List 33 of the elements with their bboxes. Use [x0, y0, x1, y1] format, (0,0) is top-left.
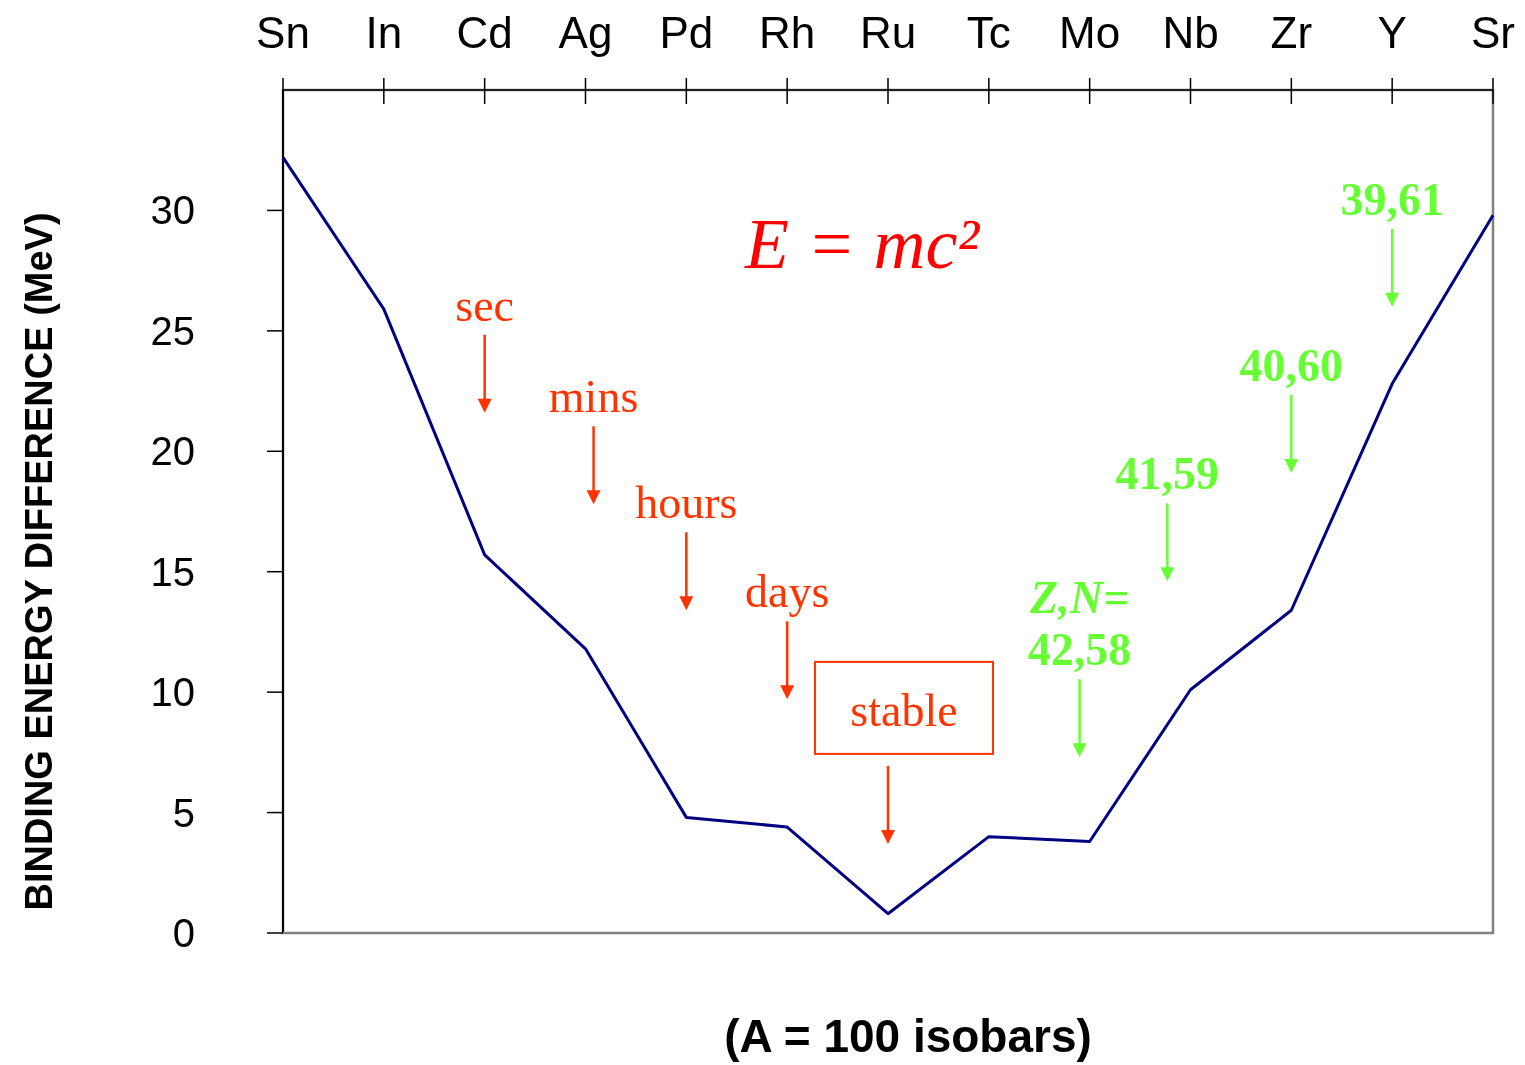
x-tick-label: Ru	[859, 8, 917, 57]
y-tick-label: 20	[150, 429, 195, 474]
y-tick-label: 25	[150, 308, 195, 353]
y-axis-title: BINDING ENERGY DIFFERENCE (MeV)	[18, 212, 60, 911]
line-series	[281, 155, 1495, 916]
x-tick-label: Y	[1377, 8, 1407, 57]
y-tick-label: 5	[172, 790, 195, 835]
x-tick-label: Rh	[759, 8, 816, 57]
annotation: hours	[635, 477, 738, 529]
x-tick-label: Mo	[1059, 8, 1121, 57]
annotation: Z,N= 42,58	[1027, 572, 1132, 676]
y-tick-label: 30	[150, 188, 195, 233]
x-tick-label: Zr	[1270, 8, 1313, 57]
x-tick-label: Ag	[558, 8, 613, 57]
x-axis-title: (A = 100 isobars)	[724, 1010, 1092, 1062]
x-tick-label: Nb	[1162, 8, 1219, 57]
x-tick-label: Cd	[456, 8, 513, 57]
annotation: stable	[850, 684, 958, 736]
x-tick-label: Sn	[256, 8, 310, 57]
y-tick-label: 10	[150, 670, 195, 715]
y-tick-label: 15	[150, 549, 195, 594]
annotation: 39,61	[1340, 173, 1444, 225]
annotation: E = mc²	[743, 204, 981, 284]
annotation: mins	[548, 371, 639, 423]
x-tick-label: In	[365, 8, 403, 57]
y-tick-label: 0	[172, 911, 195, 955]
annotation: 41,59	[1115, 448, 1220, 500]
x-tick-label: Pd	[659, 8, 714, 57]
x-tick-label: Tc	[966, 8, 1011, 57]
annotation: sec	[455, 279, 515, 331]
annotation: days	[745, 566, 830, 618]
x-tick-label: Sr	[1471, 8, 1515, 57]
annotation: 40,60	[1239, 339, 1344, 391]
